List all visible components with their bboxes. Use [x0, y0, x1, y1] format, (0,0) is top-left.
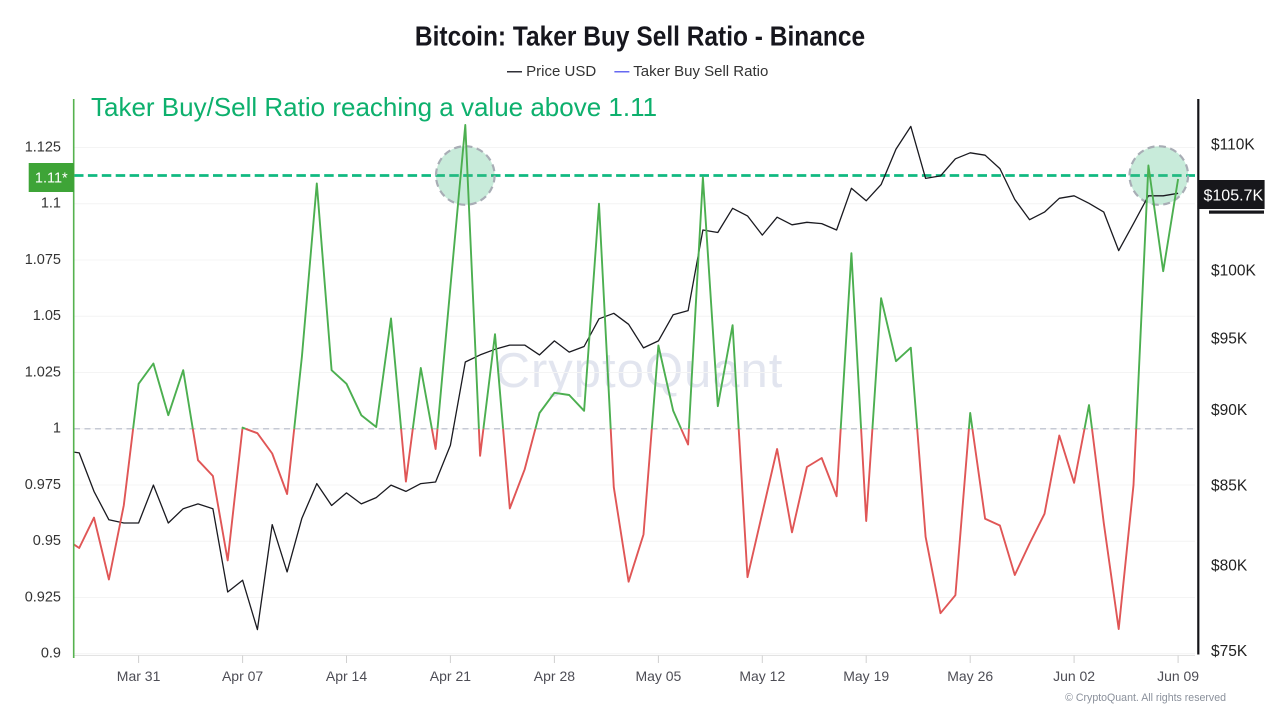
svg-text:0.95: 0.95 [33, 533, 61, 549]
svg-text:Apr 21: Apr 21 [430, 668, 471, 684]
svg-text:1.125: 1.125 [25, 139, 61, 155]
svg-text:$80K: $80K [1211, 558, 1248, 575]
svg-text:May 05: May 05 [635, 668, 681, 684]
svg-text:Apr 28: Apr 28 [534, 668, 575, 684]
svg-text:1.05: 1.05 [33, 308, 61, 324]
svg-text:Apr 07: Apr 07 [222, 668, 263, 684]
svg-text:Apr 14: Apr 14 [326, 668, 367, 684]
svg-text:1: 1 [53, 421, 61, 437]
svg-text:1.1: 1.1 [41, 196, 61, 212]
svg-text:1.075: 1.075 [25, 252, 61, 268]
svg-text:Mar 31: Mar 31 [117, 668, 161, 684]
svg-text:0.925: 0.925 [25, 589, 61, 605]
svg-text:$85K: $85K [1211, 477, 1248, 494]
svg-text:1.025: 1.025 [25, 364, 61, 380]
svg-text:Jun 02: Jun 02 [1053, 668, 1095, 684]
svg-text:$75K: $75K [1211, 643, 1248, 660]
svg-text:May 26: May 26 [947, 668, 993, 684]
svg-text:1.11*: 1.11* [35, 171, 68, 187]
svg-text:May 19: May 19 [843, 668, 889, 684]
svg-text:Jun 09: Jun 09 [1157, 668, 1199, 684]
svg-text:0.9: 0.9 [41, 646, 61, 662]
svg-text:May 12: May 12 [739, 668, 785, 684]
svg-text:$105.7K: $105.7K [1204, 188, 1264, 205]
svg-text:0.975: 0.975 [25, 477, 61, 493]
svg-text:CryptoQuant: CryptoQuant [495, 344, 784, 398]
svg-text:$95K: $95K [1211, 330, 1248, 347]
svg-text:$110K: $110K [1211, 137, 1255, 154]
svg-text:$100K: $100K [1211, 263, 1256, 280]
svg-text:$90K: $90K [1211, 402, 1248, 419]
